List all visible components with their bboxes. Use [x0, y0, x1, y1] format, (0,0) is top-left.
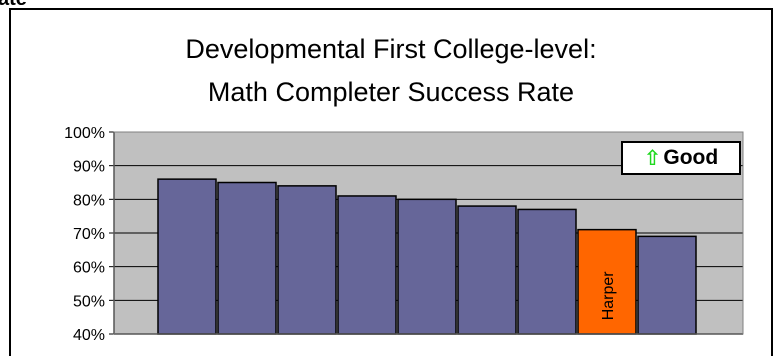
y-tick-label: 60%: [73, 260, 105, 277]
cropped-label: ate: [0, 0, 27, 11]
good-direction-indicator: ⇧ Good: [621, 141, 741, 175]
bar-highlight: [577, 228, 637, 335]
bar: [337, 195, 397, 335]
chart-title-line-2: Math Completer Success Rate: [207, 77, 575, 107]
y-tick-label: 50%: [73, 293, 105, 310]
up-arrow-icon: ⇧: [643, 146, 662, 170]
bar: [397, 198, 457, 335]
bar: [217, 181, 277, 335]
y-tick-label: 70%: [73, 226, 105, 243]
bar-label: Harper: [600, 271, 617, 321]
y-tick-label: 100%: [64, 125, 105, 142]
bar: [637, 235, 697, 335]
bar: [277, 185, 337, 335]
y-tick-label: 90%: [73, 159, 105, 176]
plot-border: [113, 131, 744, 335]
bar: [457, 205, 517, 335]
bar: [157, 178, 217, 335]
bar: [517, 208, 577, 335]
chart-title-line-1: Developmental First College-level:: [185, 34, 597, 64]
y-tick-label: 80%: [73, 192, 105, 209]
good-label: Good: [663, 146, 719, 169]
y-tick-label: 40%: [73, 327, 105, 344]
